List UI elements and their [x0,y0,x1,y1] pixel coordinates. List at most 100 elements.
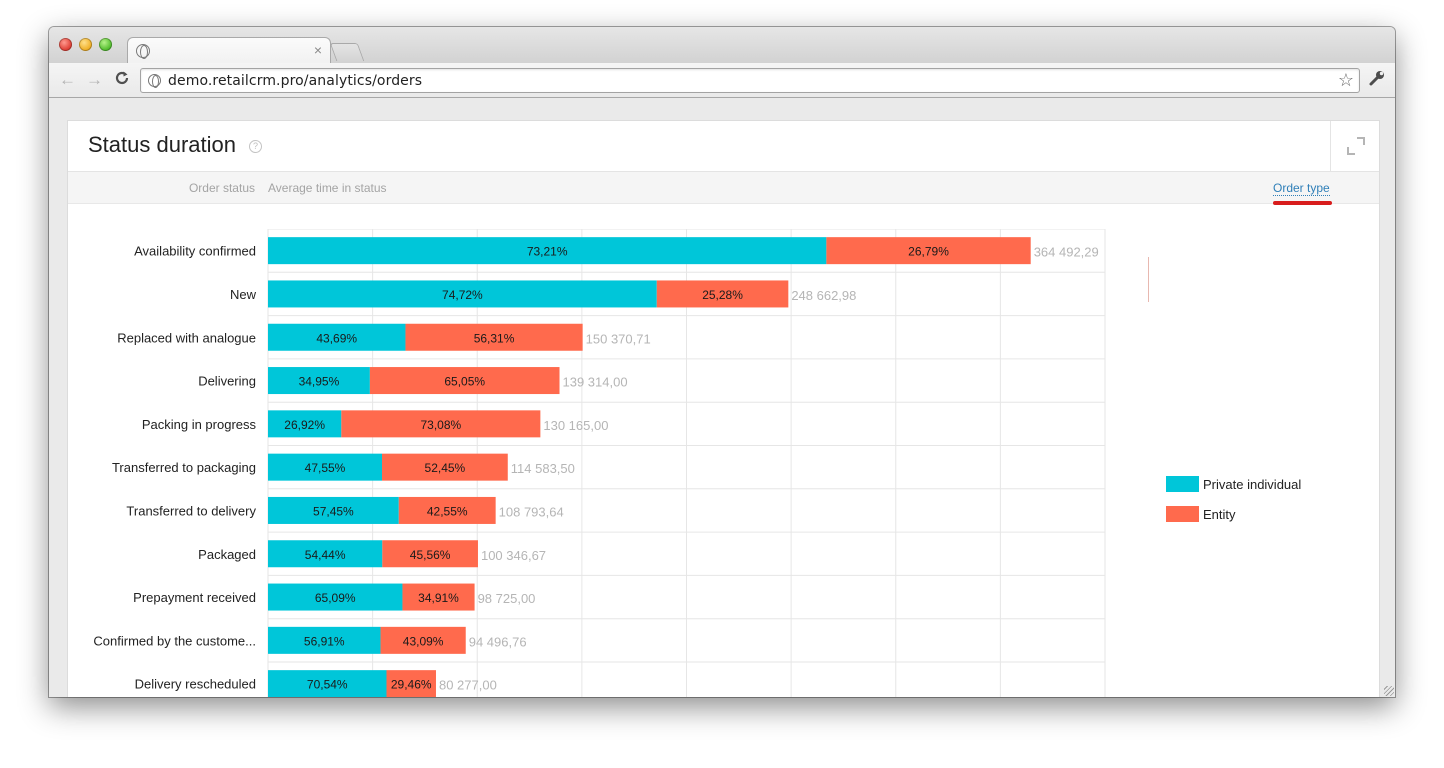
bookmark-star-icon[interactable]: ☆ [1337,70,1354,90]
bar-segment-private[interactable] [268,453,383,481]
globe-icon [136,44,150,59]
back-arrow-icon[interactable]: ← [59,70,76,89]
bar-segment-private[interactable] [268,280,657,308]
bar-segment-entity[interactable] [386,670,436,697]
bar-total-label: 94 496,76 [469,634,527,649]
bar-percent-label: 26,79% [908,245,949,259]
bar-percent-label: 43,09% [403,634,444,648]
category-label: Prepayment received [133,590,256,605]
bar-total-label: 150 370,71 [586,331,651,346]
bar-percent-label: 43,69% [316,331,357,345]
bar-total-label: 98 725,00 [478,591,536,606]
bar-percent-label: 56,91% [304,634,345,648]
legend-swatch-private [1166,476,1199,492]
bar-total-label: 139 314,00 [563,375,628,390]
bar-segment-entity[interactable] [341,410,541,438]
category-label: New [230,287,257,302]
browser-tab[interactable]: × [127,37,331,64]
legend-label-entity: Entity [1203,507,1236,522]
legend-label-private: Private individual [1203,477,1302,492]
category-label: Availability confirmed [134,244,256,259]
bar-segment-private[interactable] [268,670,387,697]
bar-segment-entity[interactable] [405,323,583,351]
bar-segment-entity[interactable] [402,583,475,611]
order-type-link[interactable]: Order type [1273,181,1330,196]
category-label: Delivering [198,374,256,389]
bar-segment-entity[interactable] [382,540,478,568]
expand-icon [1347,137,1365,155]
bar-segment-private[interactable] [268,367,370,395]
bar-percent-label: 57,45% [313,504,354,518]
help-icon[interactable]: ? [249,140,262,153]
bar-segment-private[interactable] [268,496,399,524]
bar-percent-label: 74,72% [442,288,483,302]
legend-swatch-entity [1166,506,1199,522]
bar-segment-private[interactable] [268,626,381,654]
category-label: Transferred to packaging [112,460,256,475]
wrench-glyph [1369,71,1384,86]
forward-arrow-icon[interactable]: → [86,70,103,89]
bar-total-label: 364 492,29 [1034,245,1099,260]
bar-total-label: 248 662,98 [791,288,856,303]
bar-percent-label: 73,08% [420,418,461,432]
category-label: Transferred to delivery [126,503,256,518]
bar-total-label: 80 277,00 [439,678,497,693]
bar-segment-private[interactable] [268,237,827,265]
category-label: Confirmed by the custome... [93,633,256,648]
page-viewport: Status duration ? Order status Average t… [49,98,1395,697]
bar-segment-private[interactable] [268,540,383,568]
url-text: demo.retailcrm.pro/analytics/orders [168,73,423,89]
status-duration-chart: Availability confirmed 73,21% 26,79% 364 49… [68,229,1128,697]
order-status-column-label: Order status [188,181,255,195]
chart-subheader: Order status Average time in status Orde… [68,172,1379,204]
close-window-button[interactable] [59,38,72,51]
bar-percent-label: 34,95% [299,375,340,389]
bar-percent-label: 65,09% [315,591,356,605]
bar-percent-label: 29,46% [391,678,432,692]
bar-segment-private[interactable] [268,583,403,611]
bar-percent-label: 45,56% [410,548,451,562]
bar-segment-private[interactable] [268,410,342,438]
bar-percent-label: 52,45% [425,461,466,475]
resize-grip[interactable] [1384,686,1394,696]
bar-percent-label: 42,55% [427,504,468,518]
legend-divider [1148,257,1149,302]
title-bar: × [49,27,1395,64]
chart-canvas: Availability confirmed 73,21% 26,79% 364 49… [93,229,1106,697]
browser-toolbar: ← → demo.retailcrm.pro/analytics/orders … [49,63,1395,98]
card-header: Status duration ? [68,121,1379,172]
bar-segment-entity[interactable] [380,626,466,654]
wrench-menu-icon[interactable] [1368,69,1386,92]
tab-close-icon[interactable]: × [313,42,322,58]
zoom-window-button[interactable] [99,38,112,51]
category-label: Delivery rescheduled [135,677,256,692]
bar-segment-entity[interactable] [369,367,560,395]
bar-segment-entity[interactable] [398,496,496,524]
bar-segment-entity[interactable] [656,280,789,308]
minimize-window-button[interactable] [79,38,92,51]
bar-percent-label: 65,05% [444,375,485,389]
bar-percent-label: 26,92% [284,418,325,432]
bar-total-label: 114 583,50 [511,461,575,476]
page-title: Status duration [88,132,236,157]
bar-segment-entity[interactable] [826,237,1031,265]
new-tab-button[interactable] [329,43,365,61]
bar-percent-label: 70,54% [307,678,348,692]
bar-segment-private[interactable] [268,323,406,351]
red-highlight-underline [1273,201,1332,205]
bar-percent-label: 25,28% [702,288,743,302]
address-bar[interactable]: demo.retailcrm.pro/analytics/orders ☆ [140,68,1360,93]
status-duration-card: Status duration ? Order status Average t… [67,120,1380,697]
browser-window: × ← → demo.retailcrm.pro/analytics/order… [49,27,1395,697]
bar-percent-label: 47,55% [305,461,346,475]
average-time-column-label: Average time in status [268,181,387,195]
bar-percent-label: 73,21% [527,245,568,259]
bar-percent-label: 54,44% [305,548,346,562]
reload-icon[interactable] [114,70,130,91]
reload-glyph [115,71,129,85]
expand-button[interactable] [1330,121,1379,172]
bar-total-label: 108 793,64 [499,504,564,519]
bar-segment-entity[interactable] [382,453,508,481]
window-controls [59,38,112,51]
bar-total-label: 100 346,67 [481,548,546,563]
